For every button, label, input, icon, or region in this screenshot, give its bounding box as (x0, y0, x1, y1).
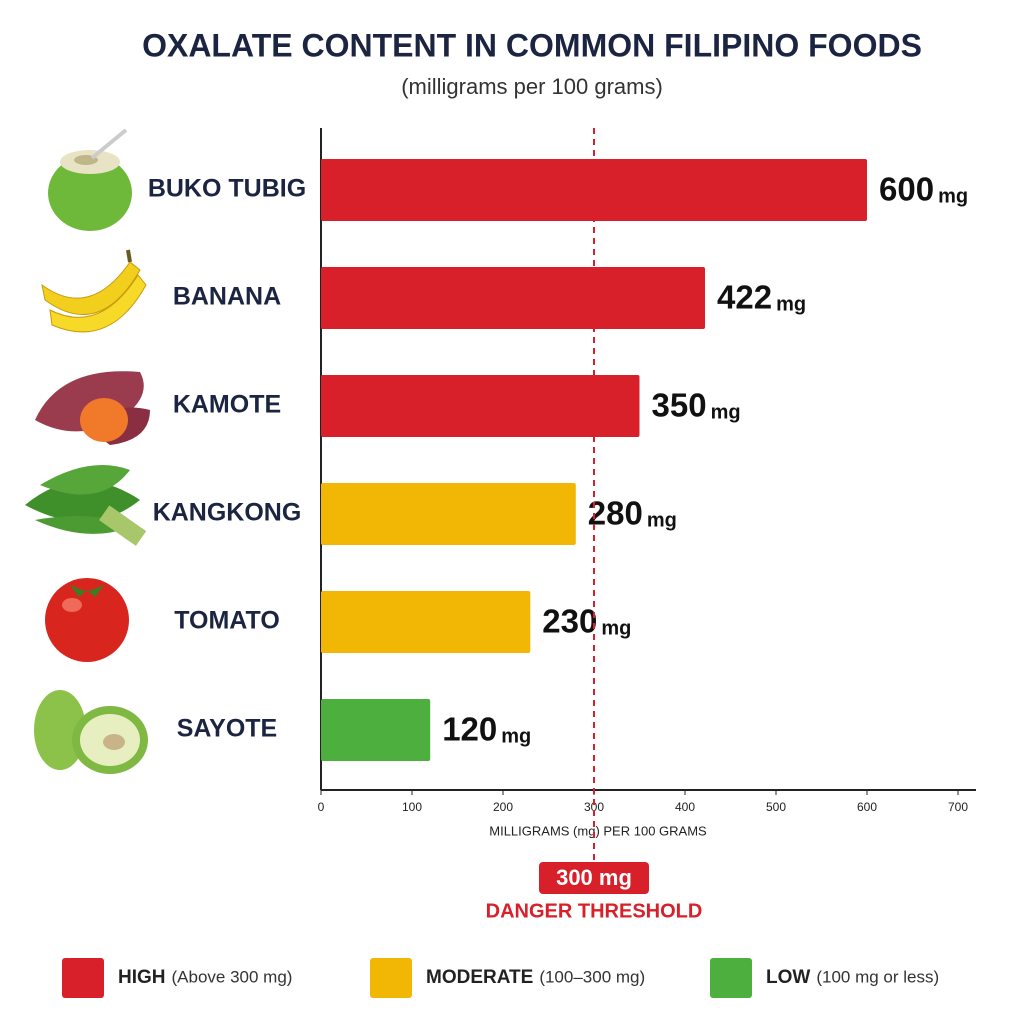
icon-sayote (34, 690, 148, 774)
legend-label: LOW (766, 967, 810, 988)
category-label: KANGKONG (153, 499, 302, 527)
threshold-label: 300 mg (556, 865, 632, 890)
value-unit: mg (938, 185, 968, 207)
legend-swatch (710, 958, 752, 998)
category-label: KAMOTE (173, 391, 281, 419)
category-label: SAYOTE (177, 715, 278, 743)
value-unit: mg (647, 509, 677, 531)
x-tick-label: 0 (318, 800, 325, 814)
value-unit: mg (601, 617, 631, 639)
icon-kangkong (25, 465, 147, 546)
value-label: 350 (652, 387, 707, 424)
category-label: BUKO TUBIG (148, 175, 306, 203)
x-tick-label: 100 (402, 800, 422, 814)
value-unit: mg (776, 293, 806, 315)
bar (321, 375, 640, 437)
value-label: 230 (542, 603, 597, 640)
x-tick-label: 500 (766, 800, 786, 814)
x-tick-label: 300 (584, 800, 604, 814)
value-unit: mg (501, 725, 531, 747)
value-label: 280 (588, 495, 643, 532)
icon-banana (41, 249, 147, 333)
x-axis-title: MILLIGRAMS (mg) PER 100 GRAMS (489, 823, 707, 838)
value-label: 600 (879, 171, 934, 208)
bar (321, 483, 576, 545)
category-label: TOMATO (174, 607, 280, 635)
bar (321, 699, 431, 761)
chart-title: OXALATE CONTENT IN COMMON FILIPINO FOODS (142, 27, 922, 63)
legend-note: (100 mg or less) (816, 967, 939, 986)
x-tick-label: 600 (857, 800, 877, 814)
category-label: BANANA (173, 283, 281, 311)
legend-swatch (62, 958, 104, 998)
legend-note: (100–300 mg) (539, 967, 645, 986)
legend-swatch (370, 958, 412, 998)
value-label: 422 (717, 279, 772, 316)
icon-tomato (45, 578, 129, 662)
threshold-caption: DANGER THRESHOLD (486, 900, 703, 922)
bar (321, 591, 531, 653)
x-tick-label: 700 (948, 800, 968, 814)
value-unit: mg (711, 401, 741, 423)
threshold-badge (539, 862, 649, 894)
x-tick-label: 200 (493, 800, 513, 814)
legend-note: (Above 300 mg) (172, 967, 293, 986)
bar (321, 267, 706, 329)
icon-kamote (35, 371, 150, 445)
icon-coconut (48, 128, 132, 231)
value-label: 120 (442, 711, 497, 748)
bar (321, 159, 867, 221)
x-tick-label: 400 (675, 800, 695, 814)
legend-label: MODERATE (426, 967, 533, 988)
chart-subtitle: (milligrams per 100 grams) (401, 74, 663, 99)
legend-label: HIGH (118, 967, 166, 988)
